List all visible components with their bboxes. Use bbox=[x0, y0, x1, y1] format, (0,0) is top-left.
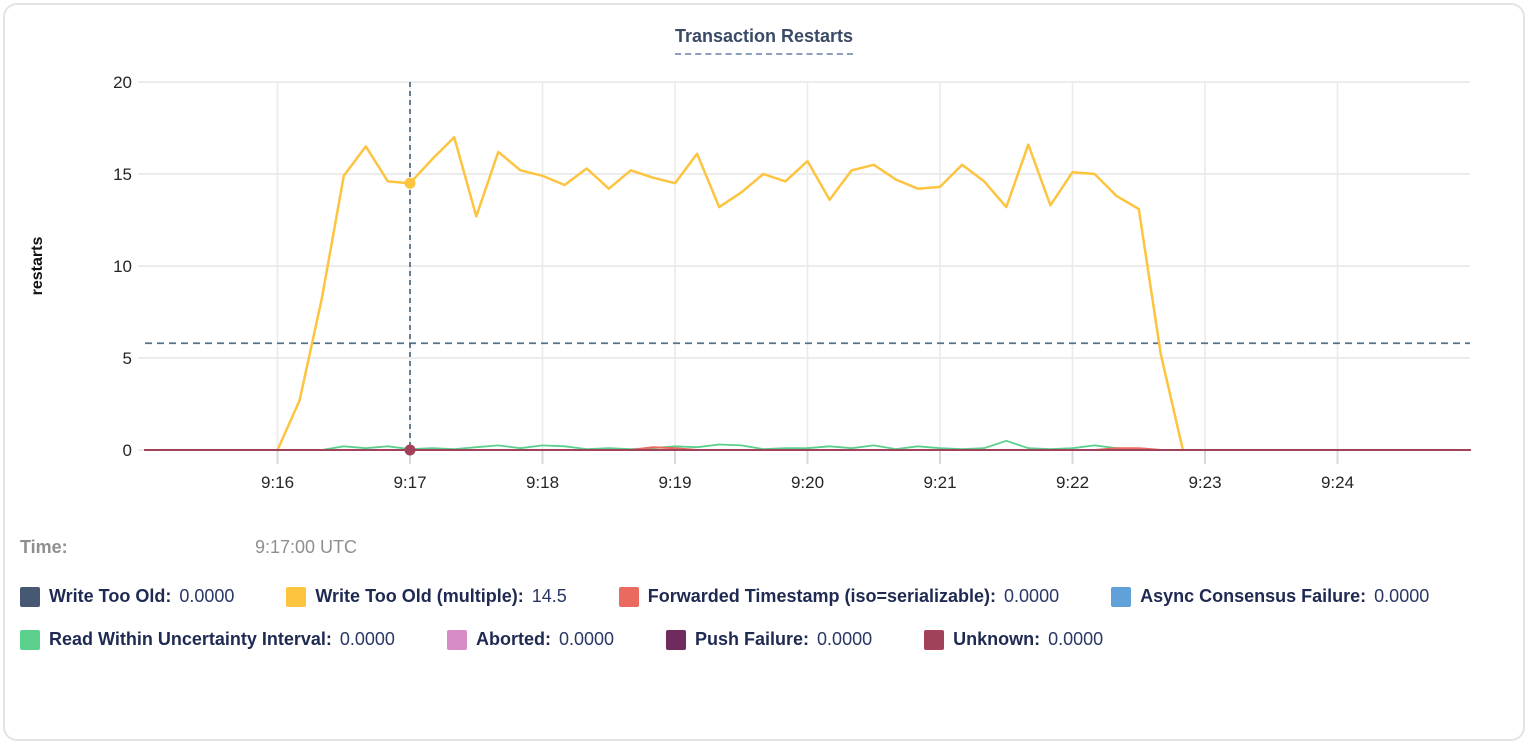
legend-swatch-icon bbox=[666, 629, 687, 650]
legend-item: Push Failure: 0.0000 bbox=[666, 629, 872, 650]
legend-swatch-icon bbox=[924, 629, 945, 650]
legend-series-label: Read Within Uncertainty Interval: bbox=[49, 629, 332, 649]
legend-swatch-icon bbox=[20, 586, 40, 607]
time-value: 9:17:00 UTC bbox=[255, 537, 358, 557]
legend-item: Write Too Old: 0.0000 bbox=[20, 586, 234, 607]
legend-series-value: 14.5 bbox=[531, 586, 567, 606]
legend-item: Unknown: 0.0000 bbox=[924, 629, 1103, 650]
legend-swatch-icon bbox=[20, 629, 40, 650]
transaction-restarts-chart[interactable]: 0 5 10 15 20 9:16 9:17 9:18 9:19 9:20 9:21 9:22 9:23… bbox=[0, 0, 1528, 520]
chart-title[interactable]: Transaction Restarts bbox=[674, 26, 854, 55]
legend-series-label: Unknown: bbox=[953, 629, 1041, 649]
legend-series-label: Write Too Old (multiple): bbox=[315, 586, 524, 606]
legend-series-label: Forwarded Timestamp (iso=serializable): bbox=[647, 586, 997, 606]
series-line bbox=[144, 439, 1471, 451]
legend-series-value: 0.0000 bbox=[1048, 629, 1104, 649]
legend-series-label: Push Failure: bbox=[695, 629, 810, 649]
legend-item: Write Too Old (multiple): 14.5 bbox=[286, 586, 567, 607]
legend-series-value: 0.0000 bbox=[179, 586, 235, 606]
legend-series-label: Write Too Old: bbox=[49, 586, 172, 606]
legend-item: Read Within Uncertainty Interval: 0.0000 bbox=[20, 629, 395, 650]
crosshair-dot bbox=[404, 444, 416, 456]
x-axis-tick-label: 9:17 bbox=[393, 473, 426, 492]
legend-swatch-icon bbox=[446, 629, 467, 650]
x-axis-tick-label: 9:20 bbox=[791, 473, 824, 492]
x-axis-tick-label: 9:22 bbox=[1056, 473, 1089, 492]
y-axis-tick-label: 20 bbox=[113, 73, 132, 92]
x-axis-tick-label: 9:21 bbox=[923, 473, 956, 492]
legend-item: Async Consensus Failure: 0.0000 bbox=[1111, 586, 1429, 607]
x-axis-tick-label: 9:23 bbox=[1188, 473, 1221, 492]
hover-time-row: Time: 9:17:00 UTC bbox=[20, 537, 1508, 561]
chart-header: Transaction Restarts bbox=[0, 26, 1528, 55]
x-axis-tick-label: 9:24 bbox=[1321, 473, 1354, 492]
legend-item: Aborted: 0.0000 bbox=[446, 629, 615, 650]
y-axis-tick-label: 15 bbox=[113, 165, 132, 184]
legend-swatch-icon bbox=[1111, 586, 1132, 607]
y-axis-label: restarts bbox=[29, 237, 46, 296]
legend-series-value: 0.0000 bbox=[558, 629, 615, 649]
x-axis-tick-label: 9:16 bbox=[261, 473, 294, 492]
legend-series-label: Async Consensus Failure: bbox=[1140, 586, 1367, 606]
legend-swatch-icon bbox=[286, 586, 307, 607]
legend-item: Forwarded Timestamp (iso=serializable): 0… bbox=[618, 586, 1060, 607]
y-axis-tick-label: 5 bbox=[123, 349, 132, 368]
legend-swatch-icon bbox=[618, 586, 639, 607]
time-label: Time: bbox=[20, 537, 68, 557]
legend-series-label: Aborted: bbox=[475, 629, 551, 649]
legend-series-value: 0.0000 bbox=[817, 629, 873, 649]
legend-series-value: 0.0000 bbox=[1004, 586, 1060, 606]
x-axis-tick-label: 9:18 bbox=[526, 473, 559, 492]
legend-series-value: 0.0000 bbox=[339, 629, 395, 649]
y-axis-tick-label: 0 bbox=[123, 441, 132, 460]
crosshair-dot bbox=[404, 177, 416, 189]
series-line bbox=[276, 135, 1185, 452]
legend-series-value: 0.0000 bbox=[1374, 586, 1430, 606]
legend: Write Too Old: 0.0000 Write Too Old (multi… bbox=[20, 586, 1510, 650]
y-axis-tick-label: 10 bbox=[113, 257, 132, 276]
x-axis-tick-label: 9:19 bbox=[658, 473, 691, 492]
